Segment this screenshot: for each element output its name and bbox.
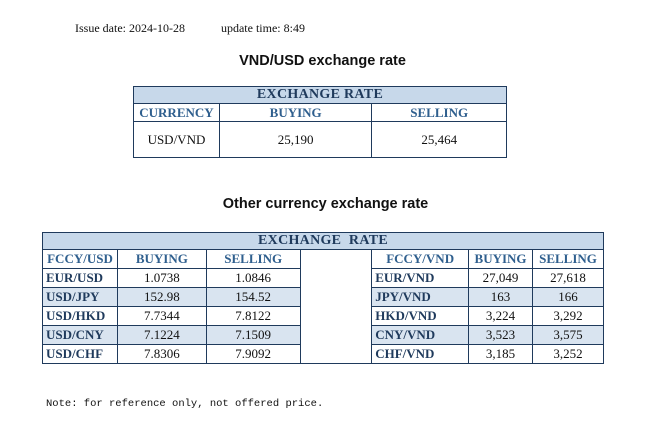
selling-cell: 25,464 xyxy=(371,121,507,158)
pair-cell: CNY/VND xyxy=(371,325,470,345)
table-row: USD/CHF 7.8306 7.9092 CHF/VND 3,185 3,25… xyxy=(42,344,604,364)
col-header-selling: SELLING xyxy=(205,249,301,269)
pair-cell: USD/HKD xyxy=(42,306,118,326)
buying-cell: 163 xyxy=(468,287,534,307)
usd-table-banner: EXCHANGE RATE xyxy=(133,86,507,104)
other-table-banner: EXCHANGE RATE xyxy=(42,232,604,250)
selling-cell: 3,575 xyxy=(532,325,604,345)
spacer-column xyxy=(299,249,373,364)
selling-cell: 27,618 xyxy=(532,268,604,288)
usd-rate-title: VND/USD exchange rate xyxy=(239,53,406,69)
col-header-buying: BUYING xyxy=(468,249,534,269)
selling-cell: 7.8122 xyxy=(205,306,301,326)
col-header-buying: BUYING xyxy=(218,103,373,122)
other-rate-title: Other currency exchange rate xyxy=(222,196,429,212)
buying-cell: 1.0738 xyxy=(116,268,207,288)
pair-cell: CHF/VND xyxy=(371,344,470,364)
other-rate-table: EXCHANGE RATE FCCY/USD BUYING SELLING FC… xyxy=(42,232,604,364)
table-row: EUR/USD 1.0738 1.0846 EUR/VND 27,049 27,… xyxy=(42,268,604,288)
pair-cell: HKD/VND xyxy=(371,306,470,326)
table-row: USD/HKD 7.7344 7.8122 HKD/VND 3,224 3,29… xyxy=(42,306,604,326)
pair-cell: EUR/VND xyxy=(371,268,470,288)
usd-rate-table: EXCHANGE RATE CURRENCY BUYING SELLING US… xyxy=(133,86,507,158)
col-header-buying: BUYING xyxy=(116,249,207,269)
selling-cell: 166 xyxy=(532,287,604,307)
buying-cell: 7.8306 xyxy=(116,344,207,364)
col-header-selling: SELLING xyxy=(371,103,507,122)
selling-cell: 7.1509 xyxy=(205,325,301,345)
buying-cell: 3,523 xyxy=(468,325,534,345)
issue-info: Issue date: 2024-10-28 update time: 8:49 xyxy=(75,21,338,36)
col-header-fccy-usd: FCCY/USD xyxy=(42,249,118,269)
pair-cell: USD/CNY xyxy=(42,325,118,345)
table-row: USD/CNY 7.1224 7.1509 CNY/VND 3,523 3,57… xyxy=(42,325,604,345)
selling-cell: 3,252 xyxy=(532,344,604,364)
col-header-fccy-vnd: FCCY/VND xyxy=(371,249,470,269)
pair-cell: EUR/USD xyxy=(42,268,118,288)
pair-cell: JPY/VND xyxy=(371,287,470,307)
pair-cell: USD/JPY xyxy=(42,287,118,307)
disclaimer-note: Note: for reference only, not offered pr… xyxy=(46,398,324,410)
col-header-selling: SELLING xyxy=(532,249,604,269)
buying-cell: 7.1224 xyxy=(116,325,207,345)
buying-cell: 3,224 xyxy=(468,306,534,326)
table-row: USD/JPY 152.98 154.52 JPY/VND 163 166 xyxy=(42,287,604,307)
buying-cell: 152.98 xyxy=(116,287,207,307)
currency-cell: USD/VND xyxy=(133,121,220,158)
buying-cell: 25,190 xyxy=(218,121,373,158)
selling-cell: 7.9092 xyxy=(205,344,301,364)
buying-cell: 3,185 xyxy=(468,344,534,364)
table-row: USD/VND 25,190 25,464 xyxy=(133,121,507,158)
pair-cell: USD/CHF xyxy=(42,344,118,364)
col-header-currency: CURRENCY xyxy=(133,103,220,122)
selling-cell: 3,292 xyxy=(532,306,604,326)
update-time: update time: 8:49 xyxy=(220,21,305,35)
selling-cell: 1.0846 xyxy=(205,268,301,288)
buying-cell: 27,049 xyxy=(468,268,534,288)
selling-cell: 154.52 xyxy=(205,287,301,307)
issue-date: Issue date: 2024-10-28 xyxy=(75,21,185,35)
buying-cell: 7.7344 xyxy=(116,306,207,326)
